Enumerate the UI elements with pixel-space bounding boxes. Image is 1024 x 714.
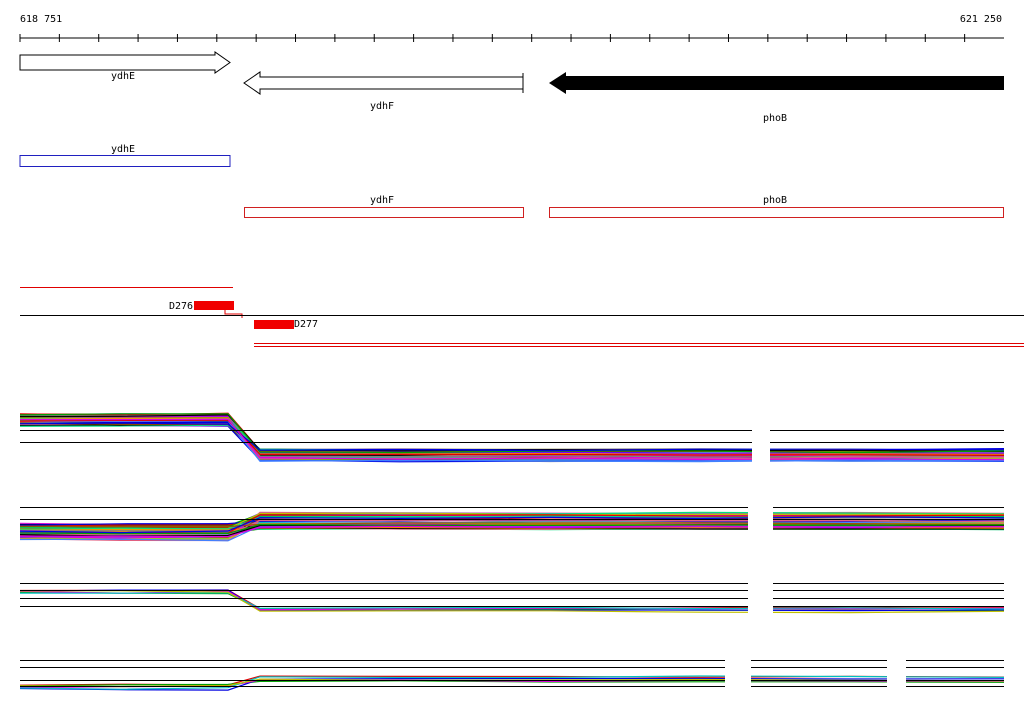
signal-track: [19, 412, 1004, 463]
probe-label: D277: [294, 319, 318, 330]
probe-box: [254, 320, 294, 329]
annotation-label: phoB: [763, 195, 787, 206]
signal-line: [19, 675, 1004, 690]
probe-label: D276: [169, 301, 193, 312]
signal-line: [19, 414, 1004, 452]
gene-arrow: [243, 71, 524, 95]
signal-line: [19, 423, 1004, 451]
signal-line: [19, 592, 1004, 610]
signal-line: [19, 590, 1004, 614]
annotation-label: ydhE: [111, 144, 135, 155]
signal-line: [19, 519, 1004, 536]
signal-track: [19, 660, 1004, 691]
signal-line: [19, 522, 1004, 528]
gene-arrow: [19, 51, 231, 74]
signal-line: [19, 514, 1004, 534]
signal-line: [19, 525, 1004, 538]
signal-line: [19, 422, 1004, 452]
signal-track: [19, 583, 1004, 614]
gene-arrow: [549, 72, 1004, 94]
signal-line: [19, 516, 1004, 534]
gene-label: ydhF: [370, 101, 394, 112]
gene-label: phoB: [763, 113, 787, 124]
signal-line: [19, 418, 1004, 461]
gene-label: ydhE: [111, 71, 135, 82]
signal-line: [19, 677, 1004, 691]
annotation-box: [244, 207, 524, 218]
signal-line: [19, 413, 1004, 454]
probe-box: [194, 301, 234, 310]
signal-line: [19, 420, 1004, 463]
signal-line: [19, 523, 1004, 535]
signal-line: [19, 422, 1004, 452]
ruler-start: 618 751: [20, 14, 62, 25]
annotation-label: ydhF: [370, 195, 394, 206]
signal-line: [19, 419, 1004, 456]
signal-track: [19, 507, 1004, 542]
ruler-end: 621 250: [960, 14, 1002, 25]
signal-line: [19, 423, 1004, 452]
probe-step: [224, 310, 243, 318]
ruler-ticks: [19, 34, 966, 42]
annotation-box: [19, 155, 231, 167]
annotation-box: [549, 207, 1004, 218]
